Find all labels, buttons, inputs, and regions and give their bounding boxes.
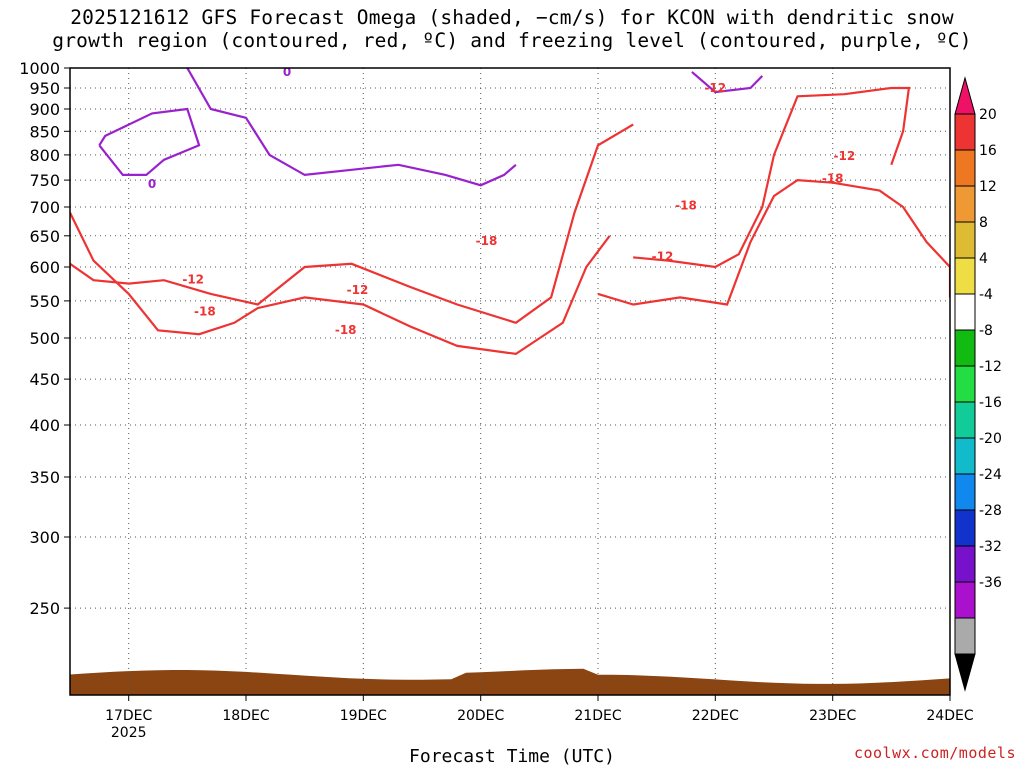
y-tick-label: 600 <box>29 258 60 277</box>
colorbar-swatch <box>954 617 976 655</box>
y-tick-label: 950 <box>29 79 60 98</box>
colorbar-swatch <box>954 329 976 367</box>
x-tick-label: 17DEC <box>105 708 152 724</box>
colorbar-swatch <box>954 221 976 259</box>
freezing-contour-c <box>691 71 764 94</box>
dgz-contour-label: -12 <box>704 81 726 95</box>
colorbar-label: -36 <box>979 575 1002 591</box>
x-tick-label: 19DEC <box>340 708 387 724</box>
dgz-contour-label: -12 <box>652 250 674 264</box>
x-tick-label: 18DEC <box>222 708 269 724</box>
colorbar-swatch <box>954 545 976 583</box>
y-tick-label: 850 <box>29 122 60 141</box>
colorbar-label: 8 <box>979 215 988 231</box>
credit-link[interactable]: coolwx.com/models <box>853 744 1016 762</box>
y-tick-label: 700 <box>29 198 60 217</box>
colorbar-label: 12 <box>979 179 997 195</box>
y-axis-ticks: 250 300 350 400 450 500 550 600 650 700 750 800 850 9… <box>19 59 70 618</box>
dgz-contour-label: -18 <box>335 323 357 337</box>
x-axis-ticks: 17DEC 18DEC 19DEC 20DEC 21DEC 22DEC 23DEC 24DEC… <box>105 695 974 741</box>
chart-title-line1: 2025121612 GFS Forecast Omega (shaded, −… <box>70 6 954 29</box>
gridlines <box>70 67 951 695</box>
freezing-contour-b <box>186 68 517 187</box>
x-tick-label: 24DEC <box>926 708 973 724</box>
colorbar-swatch <box>954 581 976 619</box>
terrain-area <box>70 668 950 695</box>
colorbar-label: -16 <box>979 395 1002 411</box>
terrain-fill <box>70 668 950 695</box>
dgz-contour-label: -12 <box>834 149 856 163</box>
colorbar-label: 4 <box>979 251 988 267</box>
y-tick-label: 900 <box>29 100 60 119</box>
plot-frame <box>69 67 951 696</box>
x-tick-label: 23DEC <box>809 708 856 724</box>
colorbar-label: -32 <box>979 539 1002 555</box>
y-tick-label: 250 <box>29 599 60 618</box>
x-tick-label: 22DEC <box>692 708 739 724</box>
colorbar-label: 16 <box>979 143 997 159</box>
y-tick-label: 450 <box>29 370 60 389</box>
y-tick-label: 500 <box>29 329 60 348</box>
y-tick-label: 550 <box>29 292 60 311</box>
colorbar-swatch <box>954 437 976 475</box>
x-axis-label: Forecast Time (UTC) <box>409 746 615 767</box>
colorbar-swatch <box>954 149 976 187</box>
colorbar-swatch <box>954 76 976 115</box>
freezing-contour-label: 0 <box>283 65 291 79</box>
colorbar-label: -12 <box>979 359 1002 375</box>
dgz-contour-12 <box>70 123 634 325</box>
y-tick-label: 400 <box>29 416 60 435</box>
dgz-contour-12b <box>633 86 911 269</box>
colorbar: 20 16 12 8 4 -4 -8 -12 -16 -20 -24 -28 -32 -36 <box>954 76 1002 692</box>
chart-title-line2: growth region (contoured, red, ºC) and f… <box>52 29 972 52</box>
colorbar-swatch <box>954 653 976 692</box>
y-tick-label: 650 <box>29 227 60 246</box>
y-tick-label: 800 <box>29 146 60 165</box>
y-tick-label: 750 <box>29 171 60 190</box>
y-tick-label: 350 <box>29 468 60 487</box>
x-tick-label: 21DEC <box>574 708 621 724</box>
dgz-contour-label: -18 <box>675 199 697 213</box>
colorbar-label: 20 <box>979 107 997 123</box>
colorbar-swatch <box>954 401 976 439</box>
dgz-contour-label: -18 <box>194 304 216 318</box>
dgz-contour-18b <box>597 178 950 306</box>
x-year-label: 2025 <box>111 725 147 741</box>
dgz-contour-label: -18 <box>476 234 498 248</box>
colorbar-swatch <box>954 473 976 511</box>
colorbar-swatch <box>954 509 976 547</box>
contours: -18 -12 -18 -12 -12 -18 -18 -12 -18 -12 0 0 <box>70 65 950 356</box>
colorbar-swatch <box>954 113 976 151</box>
dgz-contour-label: -12 <box>347 283 369 297</box>
colorbar-swatch <box>954 365 976 403</box>
dgz-contour-label: -18 <box>822 172 844 186</box>
chart-title: 2025121612 GFS Forecast Omega (shaded, −… <box>0 6 1024 52</box>
colorbar-label: -4 <box>979 287 993 303</box>
dgz-contour-18 <box>70 212 611 356</box>
colorbar-swatch <box>954 293 976 331</box>
colorbar-label: -24 <box>979 467 1002 483</box>
colorbar-swatch <box>954 257 976 295</box>
freezing-contour-a <box>98 107 201 176</box>
colorbar-label: -20 <box>979 431 1002 447</box>
dgz-contour-label: -12 <box>182 273 204 287</box>
y-tick-label: 1000 <box>19 59 60 78</box>
colorbar-swatch <box>954 185 976 223</box>
freezing-contour-label: 0 <box>148 177 156 191</box>
colorbar-label: -28 <box>979 503 1002 519</box>
y-tick-label: 300 <box>29 528 60 547</box>
x-tick-label: 20DEC <box>457 708 504 724</box>
colorbar-label: -8 <box>979 323 993 339</box>
